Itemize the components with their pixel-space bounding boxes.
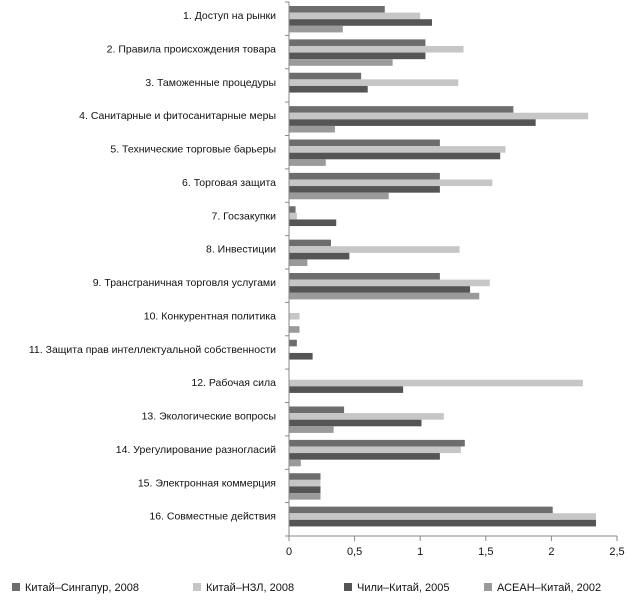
bar-2-series-3	[289, 52, 426, 60]
bar-8-series-2	[289, 246, 460, 253]
bar-12-series-2	[289, 379, 583, 387]
category-label-8: 8. Инвестиции	[206, 244, 276, 256]
category-label-14: 14. Урегулирование разногласий	[116, 444, 276, 456]
category-label-9: 9. Трансграничная торговля услугами	[93, 277, 276, 289]
category-label-7: 7. Госзакупки	[211, 210, 276, 222]
bar-15-series-1	[289, 473, 321, 480]
bar-10-series-4	[289, 326, 300, 333]
legend-swatch-4	[484, 583, 492, 591]
bar-1-series-3	[289, 19, 433, 26]
bar-9-series-1	[289, 273, 440, 280]
bar-15-series-2	[289, 479, 321, 487]
bar-4-series-4	[289, 125, 335, 133]
legend: Китай–Сингапур, 2008 Китай–НЗЛ, 2008 Чили–…	[12, 582, 601, 594]
bar-2-series-2	[289, 45, 464, 53]
bar-5-series-2	[289, 146, 506, 153]
bar-9-series-2	[289, 279, 490, 287]
legend-swatch-1	[12, 583, 20, 591]
legend-swatch-3	[344, 583, 352, 591]
bar-5-series-3	[289, 152, 501, 160]
bar-4-series-1	[289, 106, 514, 113]
bar-11-series-3	[289, 352, 313, 360]
category-label-2: 2. Правила происхождения товара	[107, 43, 276, 55]
bar-14-series-1	[289, 439, 465, 447]
bar-10-series-2	[289, 312, 300, 320]
bar-6-series-2	[289, 179, 493, 187]
category-labels: 1. Доступ на рынки 2. Правила происхожден…	[29, 10, 276, 523]
bar-7-series-2	[289, 212, 297, 220]
legend-label-2: Китай–НЗЛ, 2008	[206, 582, 294, 594]
bar-9-series-4	[289, 292, 480, 300]
bar-9-series-3	[289, 286, 471, 293]
bar-7-series-3	[289, 219, 337, 227]
bar-8-series-4	[289, 259, 308, 267]
category-label-4: 4. Санитарные и фитосанитарные меры	[79, 110, 276, 122]
bar-6-series-1	[289, 172, 440, 180]
bar-11-series-1	[289, 339, 297, 347]
bar-4-series-3	[289, 119, 536, 126]
category-label-3: 3. Таможенные процедуры	[145, 77, 276, 89]
bar-3-series-3	[289, 85, 368, 93]
x-tick-label: 1,5	[478, 546, 493, 558]
bar-8-series-1	[289, 239, 331, 247]
category-label-5: 5. Технические торговые барьеры	[110, 144, 276, 156]
bar-1-series-2	[289, 12, 421, 20]
bar-12-series-3	[289, 386, 404, 393]
bar-16-series-1	[289, 506, 553, 514]
category-label-12: 12. Рабочая сила	[191, 377, 276, 389]
legend-label-1: Китай–Сингапур, 2008	[25, 582, 139, 594]
legend-label-3: Чили–Китай, 2005	[357, 582, 449, 594]
category-label-11: 11. Защита прав интеллектуальной собстве…	[29, 344, 276, 356]
bar-13-series-2	[289, 413, 444, 420]
bar-6-series-3	[289, 186, 440, 193]
bar-8-series-3	[289, 252, 350, 260]
bar-13-series-4	[289, 426, 334, 433]
bar-14-series-4	[289, 459, 301, 467]
bar-13-series-1	[289, 406, 345, 414]
bar-15-series-4	[289, 493, 321, 500]
category-label-16: 16. Совместные действия	[149, 511, 276, 523]
x-tick-label: 2	[548, 546, 554, 558]
bar-13-series-3	[289, 419, 422, 427]
bar-3-series-1	[289, 72, 362, 80]
bar-3-series-2	[289, 79, 459, 86]
bar-14-series-2	[289, 446, 461, 454]
legend-label-4: АСЕАН–Китай, 2002	[497, 582, 601, 594]
category-label-10: 10. Конкурентная политика	[144, 310, 276, 322]
x-tick-label: 0	[286, 546, 292, 558]
x-tick-label: 2,5	[609, 546, 624, 558]
bar-7-series-1	[289, 206, 296, 213]
bar-5-series-4	[289, 159, 326, 166]
bars-layer	[289, 6, 597, 527]
bar-2-series-4	[289, 59, 393, 66]
category-label-1: 1. Доступ на рынки	[183, 10, 276, 22]
x-axis: 0 0,5 1 1,5 2 2,5	[285, 1, 625, 558]
bar-1-series-1	[289, 6, 385, 13]
bar-4-series-2	[289, 112, 589, 120]
bar-6-series-4	[289, 192, 389, 200]
category-label-15: 15. Электронная коммерция	[138, 477, 276, 489]
legend-swatch-2	[193, 583, 201, 591]
bar-2-series-1	[289, 39, 426, 46]
bar-5-series-1	[289, 139, 440, 147]
x-tick-label: 0,5	[347, 546, 362, 558]
bar-14-series-3	[289, 453, 440, 460]
bar-16-series-3	[289, 519, 597, 527]
bar-1-series-4	[289, 25, 343, 33]
bar-16-series-2	[289, 513, 597, 520]
category-label-6: 6. Торговая защита	[182, 177, 276, 189]
x-tick-label: 1	[417, 546, 423, 558]
category-label-13: 13. Экологические вопросы	[142, 411, 276, 423]
bar-15-series-3	[289, 486, 321, 494]
